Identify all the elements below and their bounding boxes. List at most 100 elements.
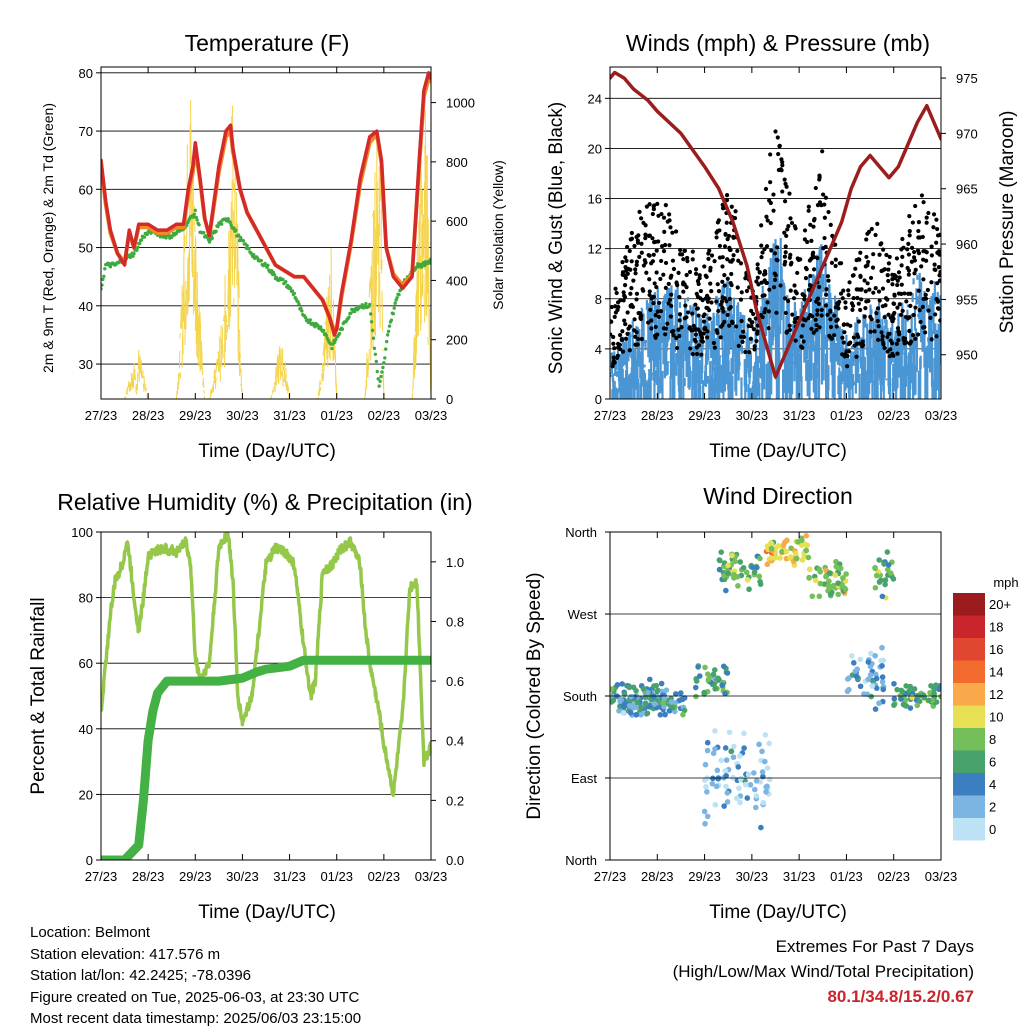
wind-gust-point [717,218,721,222]
wind-gust-point [743,350,747,354]
wind-gust-point [826,210,830,214]
humidity-panel: Relative Humidity (%) & Precipitation (i… [28,489,473,923]
dewpoint-point [386,333,389,336]
wind-gust-point [925,221,929,225]
wind-gust-point [792,283,796,287]
solar-insolation-segment [380,272,381,328]
wind-gust-point [683,316,687,320]
wind-gust-point [728,297,732,301]
wind-gust-point [649,261,653,265]
wind-gust-point [875,222,879,226]
wind-direction-point [725,790,731,796]
wind-direction-point [731,575,737,581]
wind-direction-point [715,676,721,682]
wind-gust-point [936,306,940,310]
wind-gust-point [664,261,668,265]
wind-gust-point [649,326,653,330]
wind-direction-point [872,653,878,659]
wind-gust-point [829,325,833,329]
wind-gust-point [652,253,656,257]
dewpoint-point [383,356,386,359]
wind-gust-point [736,259,740,263]
speed-legend-swatch [953,773,985,796]
solar-insolation-segment [284,365,285,370]
wind-direction-point [816,567,822,573]
wind-direction-point [704,789,710,795]
wind-gust-point [651,301,655,305]
wind-gust-point [694,332,698,336]
solar-insolation-segment [126,396,127,397]
wind-gust-point [901,309,905,313]
dewpoint-point [193,213,196,216]
wind-gust-point [630,303,634,307]
wind-direction-point [703,762,709,768]
wind-gust-point [702,319,706,323]
wind-direction-point [694,678,700,684]
wind-gust-point [921,200,925,204]
wind-gust-point [631,279,635,283]
wind-gust-point [910,246,914,250]
wind-gust-point [842,340,846,344]
wind-gust-point [667,301,671,305]
wind-gust-point [726,277,730,281]
wind-gust-point [916,332,920,336]
wind-gust-point [714,299,718,303]
wind-gust-point [794,339,798,343]
wind-gust-point [783,199,787,203]
wind-gust-point [886,273,890,277]
solar-insolation-segment [210,396,211,398]
wind-gust-point [923,330,927,334]
wind-gust-point [814,186,818,190]
wind-gust-point [674,280,678,284]
wind-gust-point [934,241,938,245]
dewpoint-point [260,259,263,262]
wind-gust-point [767,326,771,330]
wind-direction-point [711,672,717,678]
x-tick-label: 01/23 [320,869,353,884]
solar-insolation-segment [143,384,144,392]
wind-gust-point [629,286,633,290]
wind-gust-point [624,259,628,263]
wind-direction-point [721,664,727,670]
solar-insolation-segment [201,365,202,366]
solar-insolation-segment [211,396,212,397]
wind-gust-point [667,282,671,286]
solar-insolation-segment [373,214,374,218]
wind-gust-point [756,262,760,266]
wind-gust-point [924,293,928,297]
solar-insolation-segment [421,169,422,215]
dewpoint-point [375,360,378,363]
wind-gust-point [917,289,921,293]
wind-gust-point [636,342,640,346]
wind-gust-point [681,257,685,261]
speed-legend-label: 8 [989,732,996,747]
solar-insolation-segment [233,210,234,257]
wind-gust-point [678,318,682,322]
wind-gust-point [935,251,939,255]
wind-gust-point [805,240,809,244]
y2-tick-label: 970 [956,126,978,141]
dewpoint-point [322,329,325,332]
wind-gust-point [788,328,792,332]
wind-gust-point [934,218,938,222]
solar-insolation-segment [142,372,143,375]
wind-gust-point [835,324,839,328]
wind-direction-point [761,800,767,806]
wind-gust-point [632,244,636,248]
solar-insolation-segment [199,306,200,366]
direction-x-label: Time (Day/UTC) [709,902,847,923]
wind-gust-point [628,348,632,352]
wind-direction-point [615,682,621,688]
wind-gust-point [851,304,855,308]
wind-gust-point [716,282,720,286]
x-tick-label: 27/23 [594,869,627,884]
solar-insolation-segment [322,373,323,381]
wind-direction-point [767,777,773,783]
wind-gust-point [843,300,847,304]
wind-gust-point [670,231,674,235]
solar-insolation-segment [415,338,416,370]
wind-gust-point [637,255,641,259]
dewpoint-point [382,361,385,364]
wind-gust-point [835,301,839,305]
